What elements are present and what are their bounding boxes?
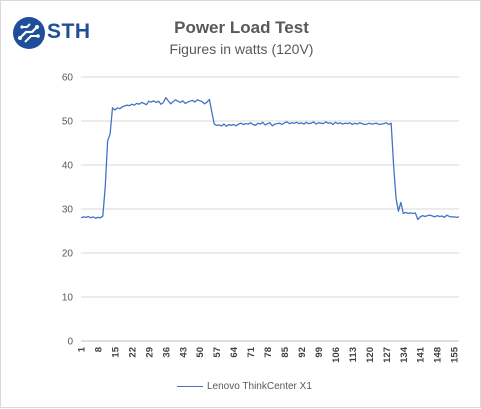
- y-tick-label-20: 20: [62, 249, 74, 260]
- legend-label: Lenovo ThinkCenter X1: [207, 381, 312, 392]
- x-tick-label-50: 50: [195, 347, 206, 358]
- y-tick-label-10: 10: [62, 293, 74, 304]
- series-line-0: [80, 97, 460, 221]
- x-tick-label-64: 64: [229, 346, 240, 357]
- y-tick-label-50: 50: [62, 117, 74, 128]
- x-tick-label-148: 148: [433, 347, 444, 363]
- logo-text: STH: [47, 20, 91, 43]
- chart-legend: Lenovo ThinkCenter X1: [177, 381, 312, 392]
- x-tick-label-113: 113: [348, 347, 359, 362]
- x-tick-label-57: 57: [212, 347, 223, 358]
- x-tick-label-15: 15: [110, 346, 121, 357]
- x-tick-label-1: 1: [77, 346, 88, 352]
- x-tick-label-155: 155: [450, 346, 461, 363]
- x-tick-label-36: 36: [161, 347, 172, 358]
- sth-logo: [11, 15, 85, 51]
- x-tick-label-22: 22: [127, 347, 138, 358]
- x-tick-label-29: 29: [144, 347, 155, 358]
- x-tick-label-134: 134: [399, 346, 410, 363]
- chart-subtitle: Figures in watts (120V): [169, 41, 314, 57]
- y-tick-label-30: 30: [62, 205, 74, 216]
- chart-title: Power Load Test: [174, 18, 309, 37]
- x-tick-label-43: 43: [178, 347, 189, 358]
- x-tick-label-92: 92: [297, 347, 308, 358]
- y-tick-label-40: 40: [62, 161, 74, 172]
- x-tick-label-106: 106: [331, 347, 342, 363]
- x-tick-label-99: 99: [314, 347, 325, 358]
- x-tick-label-141: 141: [416, 346, 427, 363]
- x-tick-label-127: 127: [382, 347, 393, 363]
- x-tick-label-120: 120: [365, 347, 376, 363]
- x-tick-label-8: 8: [93, 347, 104, 352]
- logo-circuit-icon: [13, 17, 45, 49]
- y-tick-label-0: 0: [67, 337, 73, 348]
- y-tick-label-60: 60: [62, 73, 74, 84]
- x-tick-label-85: 85: [280, 346, 291, 357]
- x-tick-label-78: 78: [263, 347, 274, 358]
- legend-line-swatch: [177, 386, 203, 387]
- x-tick-label-71: 71: [246, 346, 257, 357]
